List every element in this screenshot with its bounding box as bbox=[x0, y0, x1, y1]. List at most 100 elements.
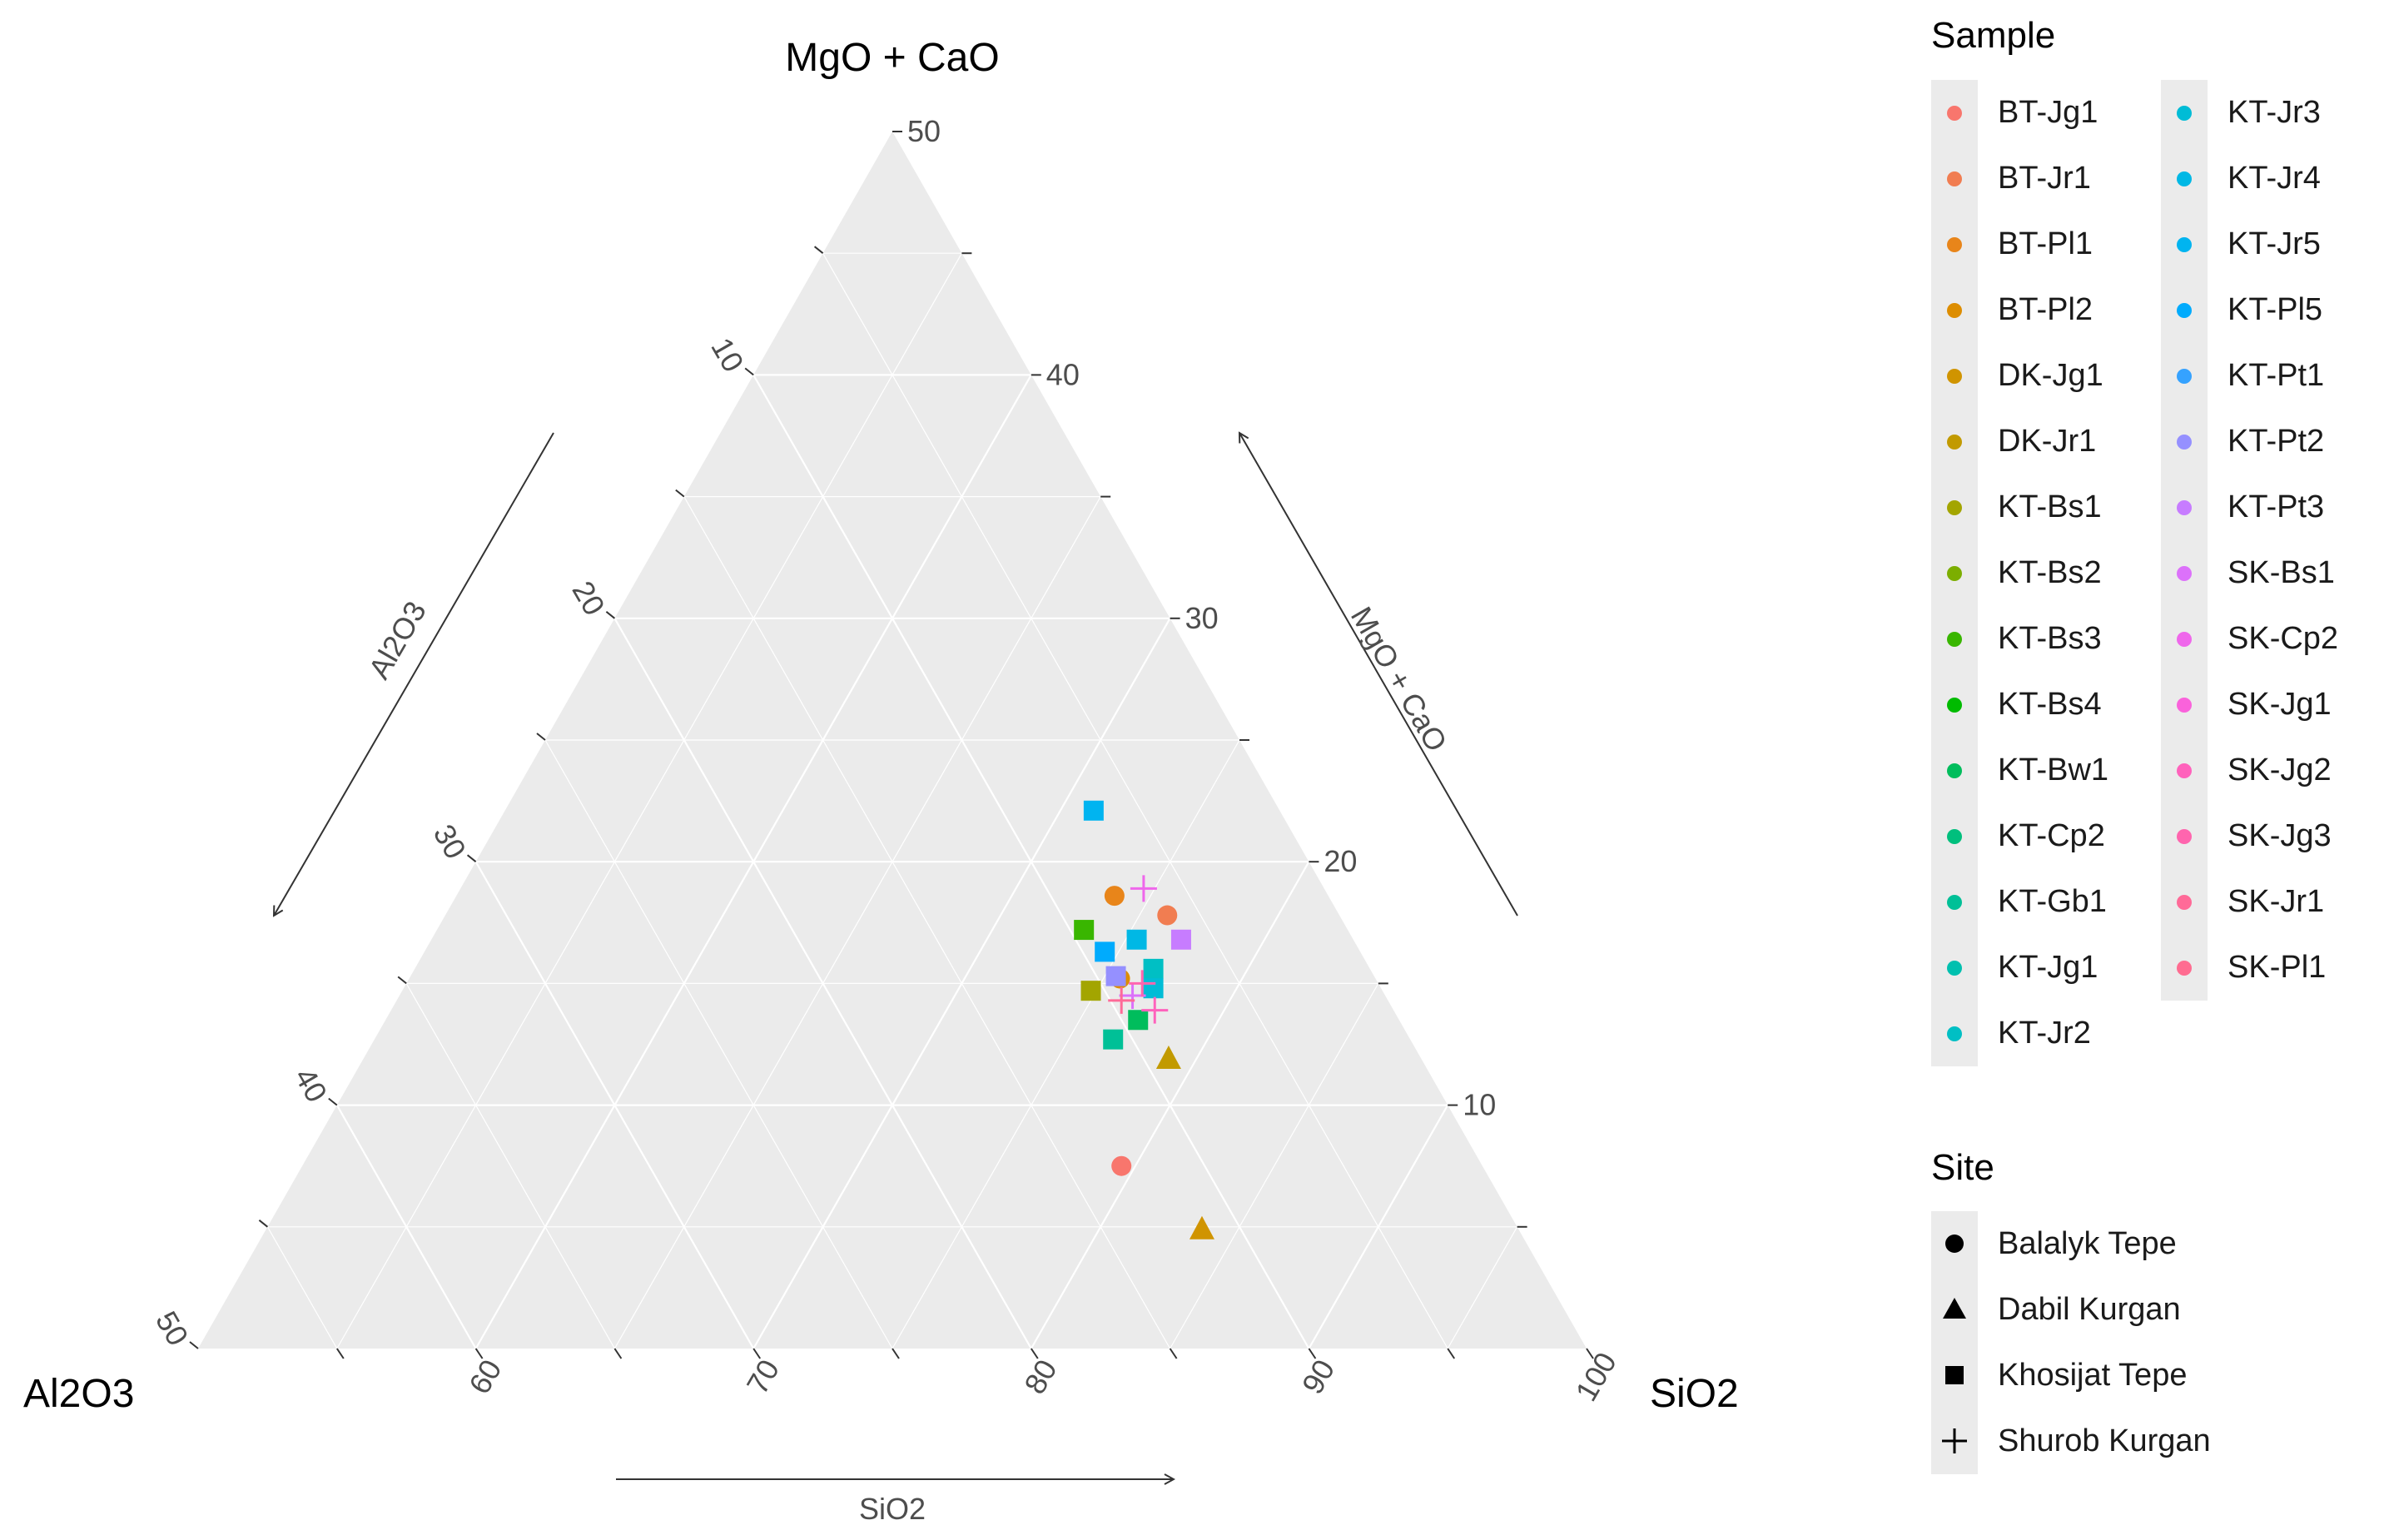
legend-label: KT-Jg1 bbox=[1998, 950, 2098, 985]
legend: Sample BT-Jg1 BT-Jr1 BT-Pl1 BT-Pl2 DK-Jg1 DK-… bbox=[1906, 0, 2372, 1540]
tick-mark bbox=[605, 611, 616, 619]
legend-swatch bbox=[2177, 961, 2192, 976]
data-point-kt-jr4 bbox=[1126, 929, 1147, 950]
tick-label-sio2: 90 bbox=[1295, 1354, 1342, 1399]
square-icon bbox=[1945, 1366, 1964, 1384]
legend-swatch bbox=[2177, 632, 2192, 647]
legend-swatch bbox=[1947, 171, 1962, 186]
tick-label-al2o3: 50 bbox=[149, 1305, 196, 1351]
data-point-sk-jg2 bbox=[1141, 996, 1169, 1024]
legend-swatch bbox=[2177, 171, 2192, 186]
apex-label-right: SiO2 bbox=[1650, 1372, 1739, 1416]
legend-key bbox=[2161, 606, 2208, 672]
grid-line bbox=[1170, 983, 1379, 1349]
tick-mark bbox=[1308, 1348, 1317, 1359]
legend-item-sample: KT-Bs3 bbox=[1931, 606, 2102, 672]
data-point-bt-jg1 bbox=[1111, 1155, 1132, 1176]
arrow-label-sio2: SiO2 bbox=[859, 1492, 926, 1526]
legend-key bbox=[1931, 474, 1978, 540]
legend-label: KT-Pt1 bbox=[2228, 358, 2325, 393]
legend-label: KT-Jr2 bbox=[1998, 1016, 2091, 1051]
legend-label: BT-Jg1 bbox=[1998, 95, 2098, 130]
arrow-label-al2o3: Al2O3 bbox=[361, 595, 433, 684]
legend-label: Balalyk Tepe bbox=[1998, 1226, 2177, 1261]
tick-label-mgo-cao: 20 bbox=[1324, 844, 1357, 878]
legend-swatch bbox=[1947, 303, 1962, 318]
tick-label-mgo-cao: 50 bbox=[907, 114, 941, 148]
data-points bbox=[1074, 800, 1214, 1239]
legend-item-sample: KT-Pt2 bbox=[2161, 409, 2324, 474]
tick-mark bbox=[474, 1348, 484, 1359]
legend-key bbox=[2161, 277, 2208, 343]
grid-line bbox=[683, 496, 1171, 1349]
legend-item-sample: SK-Jg1 bbox=[2161, 672, 2332, 738]
tick-mark bbox=[397, 976, 407, 985]
legend-key bbox=[2161, 146, 2208, 211]
legend-swatch bbox=[2177, 895, 2192, 910]
legend-key bbox=[1931, 409, 1978, 474]
legend-item-sample: SK-Jg3 bbox=[2161, 803, 2332, 869]
tick-mark bbox=[892, 1348, 900, 1359]
legend-swatch bbox=[1947, 961, 1962, 976]
legend-label: KT-Jr4 bbox=[2228, 161, 2321, 196]
data-point-bt-jr1 bbox=[1157, 905, 1178, 926]
legend-item-site: Dabil Kurgan bbox=[1931, 1277, 2181, 1343]
legend-label: KT-Pl5 bbox=[2228, 292, 2323, 327]
legend-swatch bbox=[1947, 237, 1962, 252]
data-point-kt-jr2 bbox=[1143, 958, 1164, 979]
legend-label: KT-Bs2 bbox=[1998, 555, 2102, 590]
legend-item-sample: BT-Jr1 bbox=[1931, 146, 2091, 211]
grid-line bbox=[892, 739, 1240, 1349]
site-legend-title: Site bbox=[1931, 1147, 1994, 1188]
legend-label: KT-Bs3 bbox=[1998, 621, 2102, 656]
legend-key bbox=[1931, 935, 1978, 1001]
legend-label: KT-Jr5 bbox=[2228, 226, 2321, 261]
legend-key bbox=[1931, 738, 1978, 803]
legend-swatch bbox=[1947, 698, 1962, 713]
legend-label: BT-Jr1 bbox=[1998, 161, 2091, 196]
legend-item-sample: KT-Pl5 bbox=[2161, 277, 2322, 343]
legend-swatch bbox=[2177, 237, 2192, 252]
legend-key bbox=[1931, 146, 1978, 211]
legend-label: Dabil Kurgan bbox=[1998, 1292, 2181, 1327]
tick-label-al2o3: 20 bbox=[565, 575, 612, 621]
triangle-icon bbox=[1943, 1298, 1966, 1319]
legend-swatch bbox=[2177, 500, 2192, 515]
legend-swatch bbox=[2177, 303, 2192, 318]
legend-swatch bbox=[1947, 106, 1962, 121]
legend-key bbox=[1931, 606, 1978, 672]
grid-line bbox=[335, 1105, 477, 1349]
legend-key bbox=[2161, 935, 2208, 1001]
grid-lines bbox=[266, 252, 1518, 1349]
legend-key bbox=[1931, 277, 1978, 343]
data-point-sk-jr1 bbox=[1108, 986, 1135, 1014]
tick-mark bbox=[1169, 1348, 1178, 1359]
legend-swatch bbox=[1947, 500, 1962, 515]
grid-line bbox=[474, 861, 755, 1349]
legend-swatch bbox=[1947, 566, 1962, 581]
legend-key bbox=[1931, 803, 1978, 869]
legend-key bbox=[2161, 343, 2208, 409]
legend-item-sample: KT-Bs4 bbox=[1931, 672, 2102, 738]
tick-label-mgo-cao: 10 bbox=[1463, 1088, 1496, 1122]
legend-label: DK-Jr1 bbox=[1998, 424, 2097, 459]
legend-item-site: Shurob Kurgan bbox=[1931, 1408, 2211, 1474]
legend-key bbox=[1931, 869, 1978, 935]
grid-line bbox=[1030, 861, 1310, 1349]
legend-item-sample: KT-Gb1 bbox=[1931, 869, 2107, 935]
legend-key bbox=[2161, 211, 2208, 277]
legend-item-sample: KT-Jg1 bbox=[1931, 935, 2098, 1001]
legend-key bbox=[2161, 80, 2208, 146]
legend-key bbox=[1931, 540, 1978, 606]
tick-mark bbox=[258, 1220, 269, 1228]
tick-mark bbox=[1586, 1348, 1594, 1359]
legend-swatch bbox=[1947, 895, 1962, 910]
plus-icon bbox=[1942, 1428, 1967, 1453]
legend-item-sample: KT-Cp2 bbox=[1931, 803, 2105, 869]
grid-line bbox=[613, 496, 1101, 1349]
legend-key bbox=[1931, 1343, 1978, 1408]
legend-key bbox=[1931, 672, 1978, 738]
legend-key bbox=[1931, 1001, 1978, 1066]
tick-mark bbox=[189, 1341, 199, 1349]
legend-item-sample: SK-Jg2 bbox=[2161, 738, 2332, 803]
